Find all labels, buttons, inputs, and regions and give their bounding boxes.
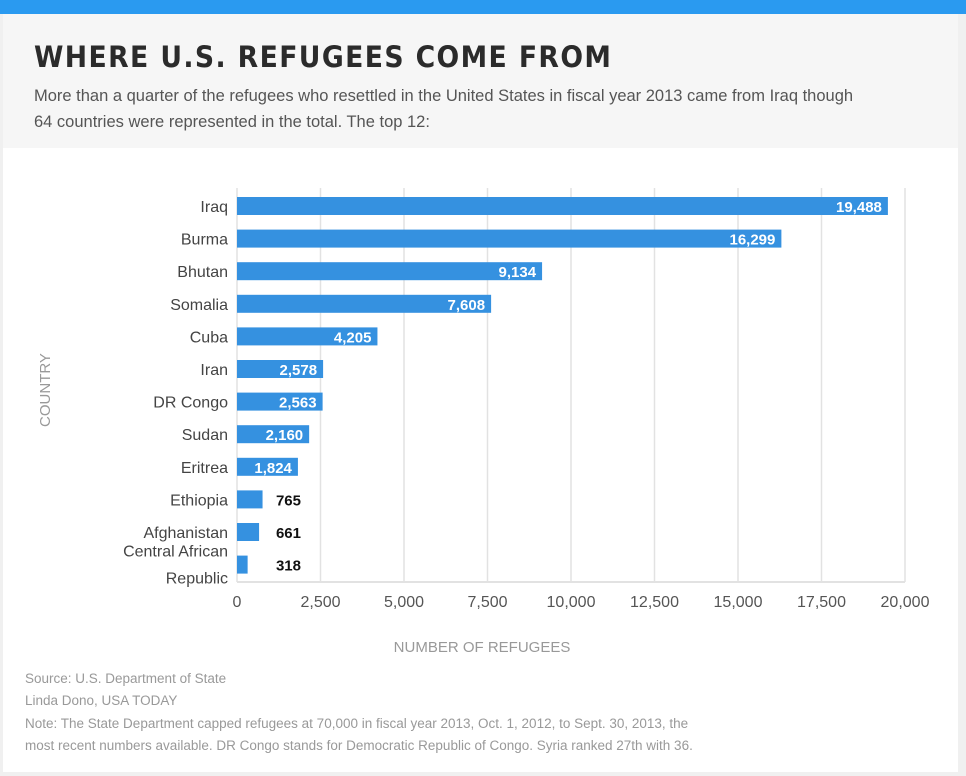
x-tick-label: 20,000 <box>881 594 930 611</box>
bar <box>237 262 543 281</box>
x-tick-label: 17,500 <box>797 594 846 611</box>
y-tick-label: Afghanistan <box>143 525 228 542</box>
bar <box>237 327 378 346</box>
x-tick-label: 10,000 <box>547 594 596 611</box>
x-tick-label: 7,500 <box>467 594 507 611</box>
data-label: 765 <box>276 492 301 509</box>
bar <box>237 523 260 541</box>
y-tick-label: Bhutan <box>177 264 228 281</box>
bar <box>237 197 888 215</box>
footnote-line-2: most recent numbers available. DR Congo … <box>25 738 693 753</box>
data-label: 1,824 <box>254 460 292 477</box>
credit-note: Linda Dono, USA TODAY <box>25 693 178 708</box>
data-label: 4,205 <box>334 329 372 346</box>
data-label: 2,578 <box>280 362 318 379</box>
y-tick-label: DR Congo <box>153 395 228 412</box>
data-label: 661 <box>276 525 301 542</box>
bar <box>237 490 263 509</box>
source-note: Source: U.S. Department of State <box>25 671 227 686</box>
bar <box>237 229 782 248</box>
header <box>3 14 958 148</box>
data-label: 9,134 <box>499 264 537 281</box>
data-label: 19,488 <box>836 199 882 216</box>
y-tick-label: Central African <box>123 544 228 561</box>
bar <box>237 392 323 411</box>
y-tick-label: Burma <box>181 232 228 249</box>
y-tick-label: Somalia <box>170 297 228 314</box>
page-title: WHERE U.S. REFUGEES COME FROM <box>34 40 613 74</box>
x-tick-label: 0 <box>233 594 242 611</box>
y-tick-label: Ethiopia <box>170 492 228 509</box>
data-label: 2,563 <box>279 395 317 412</box>
y-tick-label: Sudan <box>182 427 228 444</box>
y-tick-label: Cuba <box>190 329 228 346</box>
bar <box>237 360 324 378</box>
data-label: 16,299 <box>729 232 775 249</box>
x-tick-label: 15,000 <box>714 594 763 611</box>
y-axis-title: COUNTRY <box>37 353 54 427</box>
bar <box>237 457 298 476</box>
top-accent-bar <box>0 0 966 14</box>
y-tick-label: Republic <box>166 571 228 588</box>
x-tick-label: 2,500 <box>300 594 340 611</box>
data-label: 7,608 <box>448 297 486 314</box>
data-label: 318 <box>276 558 301 575</box>
subtitle: More than a quarter of the refugees who … <box>34 87 854 131</box>
x-axis-title: NUMBER OF REFUGEES <box>394 639 571 656</box>
x-tick-label: 12,500 <box>630 594 679 611</box>
y-tick-label: Iraq <box>200 199 228 216</box>
data-label: 2,160 <box>266 427 304 444</box>
y-tick-label: Eritrea <box>181 460 228 477</box>
x-tick-label: 5,000 <box>384 594 424 611</box>
y-tick-label: Iran <box>200 362 228 379</box>
footnote-line-1: Note: The State Department capped refuge… <box>25 716 689 731</box>
bar <box>237 555 248 574</box>
bar <box>237 425 310 444</box>
bar <box>237 294 492 313</box>
